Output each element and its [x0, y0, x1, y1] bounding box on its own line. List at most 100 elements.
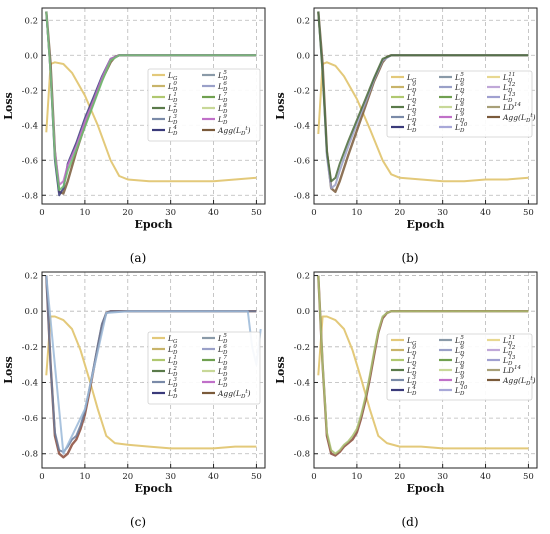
legend-box — [147, 331, 261, 405]
legend-label: LD5 — [217, 333, 228, 345]
legend-label: LG — [167, 71, 178, 82]
legend-label: LD6 — [454, 345, 465, 357]
series-line — [45, 11, 257, 191]
plot-frame — [313, 271, 538, 469]
x-tick-label: 30 — [437, 472, 448, 482]
legend-label: LD7 — [454, 355, 465, 367]
legend-label: LD0 — [167, 344, 178, 356]
y-tick-label: 0.0 — [24, 307, 38, 317]
legend-label: LD2 — [406, 365, 417, 377]
legend-label: LD6 — [217, 81, 228, 93]
legend-label: LD8 — [454, 365, 465, 377]
y-tick-label: 0.0 — [24, 51, 38, 61]
chart-panel: 0 10 20 30 40 50 0.2 0.0 -0.2 -0.4 -0.6 -0.8 Epoch Lo… — [274, 7, 538, 265]
y-tick-label: -0.4 — [22, 121, 38, 131]
x-tick-label: 10 — [351, 208, 362, 218]
panel-caption: (a) — [130, 251, 147, 265]
series-line — [45, 315, 257, 450]
legend-label: LD8 — [454, 102, 465, 114]
legend-label: LD12 — [502, 345, 516, 357]
legend-label: LD4 — [406, 122, 417, 134]
y-tick-label: -0.6 — [22, 156, 38, 166]
y-tick-label: 0.2 — [24, 16, 38, 26]
y-axis-label: Loss — [2, 356, 15, 383]
panel-caption: (b) — [401, 251, 418, 265]
legend-label: LD7 — [217, 92, 228, 104]
x-tick-label: 40 — [480, 208, 491, 218]
x-tick-label: 20 — [394, 472, 405, 482]
panel-caption: (c) — [130, 515, 146, 529]
legend-label: LD4 — [167, 388, 178, 400]
legend-label: LD13 — [502, 92, 516, 104]
legend-label: LG — [167, 334, 178, 345]
legend-box — [147, 68, 261, 142]
legend-label: LD0 — [406, 345, 417, 357]
x-tick-label: 30 — [165, 208, 176, 218]
legend-label: LD9 — [217, 377, 228, 389]
y-tick-label: -0.8 — [22, 450, 38, 460]
legend-label: LD2 — [167, 103, 178, 115]
y-tick-label: -0.2 — [294, 86, 310, 96]
legend-label: LD3 — [167, 377, 178, 389]
x-tick-label: 30 — [165, 472, 176, 482]
legend-label: LD7 — [454, 92, 465, 104]
legend-label: LD11 — [502, 72, 515, 84]
legend-label: LD2 — [406, 102, 417, 114]
x-tick-label: 0 — [39, 208, 44, 218]
y-axis-label: Loss — [274, 92, 287, 119]
plot-frame — [313, 7, 538, 205]
y-tick-label: -0.6 — [294, 156, 310, 166]
x-tick-label: 40 — [208, 472, 219, 482]
y-axis-label: Loss — [274, 356, 287, 383]
x-axis-label: Epoch — [406, 482, 444, 495]
plot-frame — [41, 7, 266, 205]
legend-label: LD8 — [217, 103, 228, 115]
legend-label: LD2 — [167, 366, 178, 378]
x-tick-label: 0 — [311, 472, 316, 482]
x-tick-label: 10 — [351, 472, 362, 482]
legend-label: Agg(LDt) — [217, 389, 251, 400]
legend-label: Agg(LDt) — [217, 126, 251, 137]
y-tick-label: -0.2 — [22, 343, 38, 353]
legend-label: LD1 — [167, 92, 178, 104]
legend-label: LD7 — [217, 355, 228, 367]
x-tick-label: 10 — [79, 208, 90, 218]
legend-label: LD3 — [406, 375, 417, 387]
legend-label: LD3 — [167, 114, 178, 126]
y-tick-label: 0.2 — [296, 16, 310, 26]
legend-label: LD14 — [502, 365, 521, 375]
x-tick-label: 20 — [122, 472, 133, 482]
y-tick-label: -0.4 — [22, 378, 38, 388]
legend-label: LD4 — [167, 125, 178, 137]
series-line — [45, 61, 257, 183]
y-tick-label: -0.6 — [294, 414, 310, 424]
legend-label: LD12 — [502, 82, 516, 94]
legend-label: LD5 — [454, 335, 465, 347]
legend-label: Agg(LDt) — [502, 113, 536, 124]
legend-label: LD9 — [454, 375, 465, 387]
x-tick-label: 50 — [523, 472, 534, 482]
x-tick-label: 0 — [311, 208, 316, 218]
x-tick-label: 20 — [122, 208, 133, 218]
legend-label: LD1 — [406, 92, 417, 104]
legend-label: LG — [406, 336, 417, 347]
plot-frame — [41, 271, 266, 469]
legend-label: LD6 — [454, 82, 465, 94]
x-tick-label: 0 — [39, 472, 44, 482]
legend-label: LD13 — [502, 355, 516, 367]
legend-label: LD0 — [406, 82, 417, 94]
series-line — [317, 315, 529, 450]
y-tick-label: -0.6 — [22, 414, 38, 424]
legend-label: LG — [406, 73, 417, 84]
y-tick-label: 0.0 — [296, 51, 310, 61]
y-tick-label: 0.2 — [24, 272, 38, 282]
legend-label: LD10 — [454, 385, 468, 397]
legend-label: LD11 — [502, 335, 515, 347]
x-axis-label: Epoch — [134, 482, 172, 495]
x-tick-label: 10 — [79, 472, 90, 482]
